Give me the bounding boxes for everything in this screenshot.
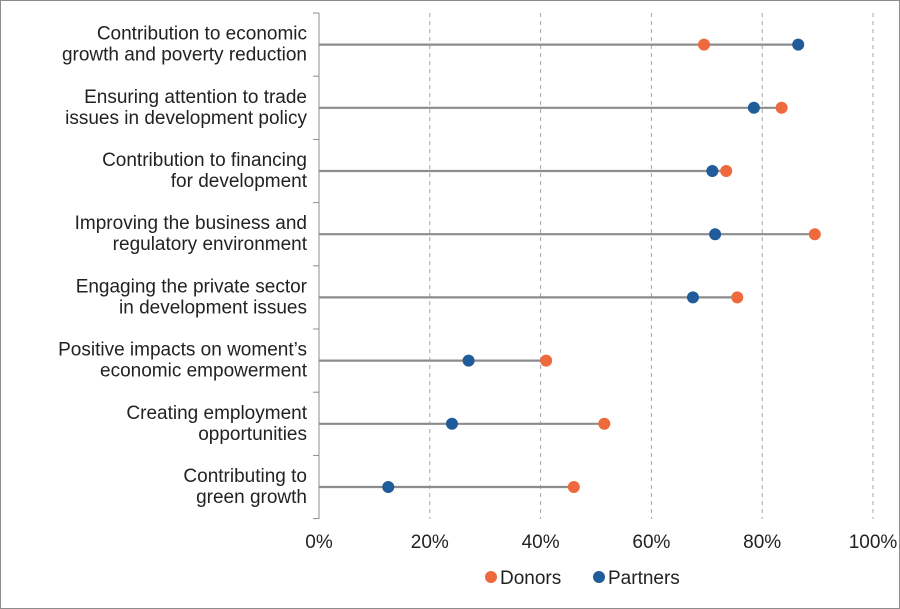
category-label-line: Contribution to financing — [102, 150, 307, 171]
legend-item: Donors — [485, 568, 561, 589]
category-label: Improving the business and regulatory env… — [75, 213, 308, 255]
x-tick-label: 0% — [305, 532, 333, 553]
category-label: Positive impacts on woment’s economic emp… — [58, 340, 308, 382]
category-label: Creating employment opportunities — [126, 403, 307, 445]
x-tick-label: 60% — [632, 532, 670, 553]
category-label-line: issues in development policy — [65, 108, 307, 129]
category-label-line: Contribution to economic — [97, 24, 307, 45]
legend-item: Partners — [593, 568, 680, 589]
x-tick-label: 100% — [849, 532, 898, 553]
category-label-line: growth and poverty reduction — [62, 45, 307, 66]
donors-point — [567, 481, 580, 493]
category-label: Contribution to economic growth and pover… — [62, 24, 307, 66]
category-row: Contributing to green growth — [183, 466, 580, 508]
category-label-line: in development issues — [119, 297, 307, 318]
category-row: Positive impacts on woment’s economic emp… — [58, 340, 553, 382]
partners-point — [706, 165, 719, 177]
category-label-line: Creating employment — [126, 403, 307, 424]
donors-point — [698, 38, 711, 51]
partners-point — [747, 101, 760, 114]
x-tick-label: 20% — [411, 532, 449, 553]
category-label: Ensuring attention to trade issues in dev… — [65, 87, 307, 129]
x-tick-labels: 0% 20% 40% 60% 80% 100% — [305, 532, 897, 553]
legend-label: Partners — [608, 568, 680, 589]
category-label-line: opportunities — [198, 424, 307, 445]
partners-point — [382, 481, 395, 493]
legend-marker — [485, 571, 497, 583]
category-row: Ensuring attention to trade issues in dev… — [65, 87, 788, 129]
category-label-line: Contributing to — [183, 466, 307, 487]
donors-point — [808, 228, 821, 241]
donors-point — [775, 101, 788, 114]
category-row: Creating employment opportunities — [126, 403, 611, 445]
partners-point — [709, 228, 722, 241]
category-label-line: regulatory environment — [113, 234, 308, 255]
donors-point — [540, 354, 553, 367]
donors-point — [720, 165, 733, 177]
category-row: Contribution to financing for development — [102, 150, 733, 192]
partners-point — [686, 291, 699, 304]
category-label: Engaging the private sector in developmen… — [76, 276, 308, 318]
legend-marker — [593, 571, 605, 583]
grid-layer — [429, 13, 874, 519]
category-row: Improving the business and regulatory env… — [75, 213, 821, 255]
axis-layer — [313, 12, 320, 520]
partners-point — [462, 354, 475, 367]
legend-label: Donors — [500, 568, 561, 589]
category-label-line: Positive impacts on woment’s — [58, 340, 307, 361]
partners-point — [792, 38, 805, 51]
category-row: Engaging the private sector in developmen… — [76, 276, 744, 318]
category-label-line: Ensuring attention to trade — [84, 87, 307, 108]
donors-point — [598, 417, 611, 430]
legend: Donors Partners — [485, 568, 680, 589]
category-row: Contribution to economic growth and pover… — [62, 24, 805, 66]
partners-point — [445, 417, 458, 430]
category-label: Contributing to green growth — [183, 466, 307, 508]
rows-layer: Contribution to economic growth and pover… — [58, 24, 821, 508]
category-label: Contribution to financing for development — [102, 150, 308, 192]
category-label-line: Improving the business and — [75, 213, 307, 234]
x-tick-label: 80% — [743, 532, 781, 553]
donors-point — [731, 291, 744, 304]
category-label-line: economic empowerment — [100, 361, 308, 382]
category-label-line: green growth — [196, 487, 307, 508]
x-tick-label: 40% — [522, 532, 560, 553]
category-label-line: for development — [171, 171, 308, 192]
category-label-line: Engaging the private sector — [76, 276, 308, 297]
